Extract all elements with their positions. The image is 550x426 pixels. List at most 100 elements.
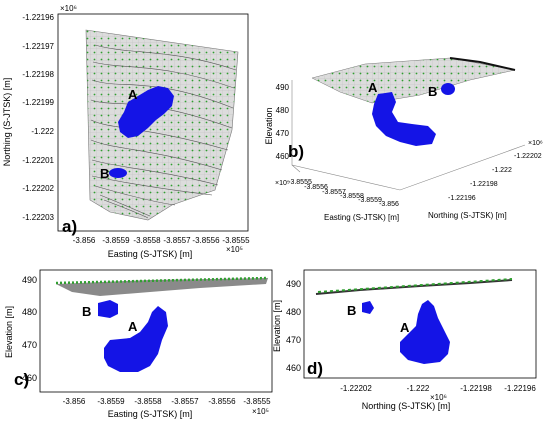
panel-a-ytick: -1.22196 — [22, 13, 54, 22]
panel-b-xtick: -3.8559 — [358, 197, 382, 204]
panel-a-body-a — [118, 86, 174, 138]
panel-b-ytick: -1.22196 — [448, 195, 476, 202]
panel-c-x-ticks: -3.856 -3.8559 -3.8558 -3.8557 -3.8556 -… — [63, 397, 271, 406]
panel-c-ytick: 490 — [22, 275, 37, 285]
panel-a-axes-frame — [57, 13, 249, 232]
panel-c-label-b: B — [82, 304, 91, 319]
panel-d-ytick: 490 — [286, 279, 301, 289]
panel-d-xtick: -1.222 — [407, 384, 430, 393]
panel-d-body-a — [400, 300, 450, 364]
panel-b-x-ticks: -3.8555 -3.8556 -3.8557 -3.8558 -3.8559 … — [288, 179, 399, 208]
panel-d-ytick: 470 — [286, 335, 301, 345]
panel-b-xtick: -3.8558 — [340, 193, 364, 200]
panel-b-ztick: 490 — [276, 83, 290, 92]
panel-d-terrain-points — [317, 278, 513, 293]
panel-a-ytick: -1.222 — [31, 127, 54, 136]
panel-c-terrain-profile — [56, 278, 268, 296]
panel-d-xtick: -1.22196 — [504, 384, 536, 393]
panel-c-x-exponent: ×10⁵ — [252, 407, 269, 416]
panel-d-ytick: 460 — [286, 363, 301, 373]
panel-a-y-ticks: -1.22196 -1.22197 -1.22198 -1.22199 -1.2… — [22, 13, 54, 222]
panel-d-x-ticks: -1.22202 -1.222 -1.22198 -1.22196 — [340, 384, 536, 393]
panel-d-x-exponent: ×10⁶ — [430, 393, 447, 402]
panel-c-xtick: -3.8557 — [171, 397, 199, 406]
panel-a: A B -1.22196 -1.22197 -1.22198 -1.22199 … — [2, 4, 250, 259]
panel-b-xlabel: Easting (S-JTSK) [m] — [324, 213, 399, 222]
panel-a-xtick: -3.8559 — [102, 236, 130, 245]
panel-c-ytick: 480 — [22, 307, 37, 317]
panel-b-xtick: -3.856 — [379, 201, 399, 208]
panel-b-label-b: B — [428, 84, 437, 99]
panel-d-axes-frame — [303, 269, 537, 379]
panel-b-ztick: 460 — [276, 152, 290, 161]
panel-b-ztick: 470 — [276, 129, 290, 138]
panel-c-axes-frame — [39, 269, 273, 393]
panel-b-ylabel: Northing (S-JTSK) [m] — [428, 211, 507, 220]
panel-b-ztick: 480 — [276, 106, 290, 115]
panel-b-label-a: A — [368, 80, 378, 95]
panel-a-ytick: -1.22197 — [22, 42, 54, 51]
panel-c-xtick: -3.8559 — [97, 397, 125, 406]
panel-b-xtick: -3.8555 — [288, 179, 312, 186]
panel-a-body-b — [109, 168, 127, 178]
panel-a-label-a: A — [128, 87, 138, 102]
panel-a-ytick: -1.22203 — [22, 213, 54, 222]
panel-a-y-exponent: ×10⁶ — [60, 4, 77, 13]
panel-c-xtick: -3.856 — [63, 397, 86, 406]
panel-b-letter: b) — [288, 142, 304, 161]
panel-b-zlabel: Elevation — [264, 107, 274, 144]
panel-b-body-a — [372, 92, 436, 146]
panel-b-ytick: -1.22202 — [514, 153, 542, 160]
panel-d: A B 490 480 470 460 Elevation [m] -1.222… — [272, 269, 537, 411]
panel-c-label-a: A — [128, 319, 138, 334]
panel-d-ylabel: Elevation [m] — [272, 300, 282, 352]
panel-d-y-ticks: 490 480 470 460 — [286, 279, 301, 373]
panel-b-axes — [291, 80, 526, 191]
panel-a-xtick: -3.8556 — [192, 236, 220, 245]
panel-d-label-b: B — [347, 303, 356, 318]
panel-b: A B 490 480 470 460 Elevation -3.8555 -3… — [264, 57, 543, 222]
panel-a-ytick: -1.22199 — [22, 98, 54, 107]
panel-b-z-ticks: 490 480 470 460 — [276, 83, 290, 161]
panel-a-xlabel: Easting (S-JTSK) [m] — [108, 249, 193, 259]
panel-c-xlabel: Easting (S-JTSK) [m] — [108, 409, 193, 419]
panel-a-x-exponent: ×10⁵ — [226, 245, 243, 254]
panel-c-xtick: -3.8556 — [208, 397, 236, 406]
panel-c: A B 490 480 470 460 Elevation [m] -3.856… — [4, 269, 273, 419]
panel-b-xtick: -3.8556 — [304, 184, 328, 191]
panel-d-xtick: -1.22202 — [340, 384, 372, 393]
panel-a-xtick: -3.8557 — [163, 236, 191, 245]
panel-b-terrain-edge — [449, 57, 516, 71]
panel-a-terrain-points — [86, 30, 238, 220]
panel-c-xtick: -3.8558 — [134, 397, 162, 406]
panel-c-ylabel: Elevation [m] — [4, 306, 14, 358]
panel-d-xtick: -1.22198 — [460, 384, 492, 393]
panel-a-contours — [90, 44, 237, 219]
panel-d-letter: d) — [307, 359, 323, 378]
panel-a-xtick: -3.8555 — [222, 236, 250, 245]
panel-a-letter: a) — [62, 217, 77, 236]
panel-b-xtick: -3.8557 — [322, 189, 346, 196]
panel-a-x-ticks: -3.856 -3.8559 -3.8558 -3.8557 -3.8556 -… — [73, 236, 250, 245]
panel-a-ytick: -1.22201 — [22, 156, 54, 165]
panel-d-ytick: 480 — [286, 307, 301, 317]
panel-b-ytick: -1.22198 — [470, 181, 498, 188]
panel-a-label-b: B — [100, 166, 109, 181]
panel-b-ytick: -1.222 — [492, 167, 512, 174]
panel-c-body-a — [104, 306, 168, 372]
panel-a-xtick: -3.8558 — [133, 236, 161, 245]
panel-b-x-exponent: ×10⁵ — [275, 180, 290, 187]
panel-a-xtick: -3.856 — [73, 236, 96, 245]
panel-b-body-b — [441, 83, 455, 95]
panel-c-xtick: -3.8555 — [243, 397, 271, 406]
panel-b-terrain-points — [312, 58, 515, 103]
panel-c-body-b — [98, 300, 118, 318]
panel-c-letter: c) — [14, 370, 29, 389]
panel-a-ytick: -1.22198 — [22, 70, 54, 79]
panel-c-y-ticks: 490 480 470 460 — [22, 275, 37, 383]
panel-b-y-exponent: ×10⁶ — [528, 140, 543, 147]
panel-c-terrain-points — [55, 276, 269, 285]
panel-c-ytick: 470 — [22, 340, 37, 350]
panel-a-ytick: -1.22202 — [22, 184, 54, 193]
